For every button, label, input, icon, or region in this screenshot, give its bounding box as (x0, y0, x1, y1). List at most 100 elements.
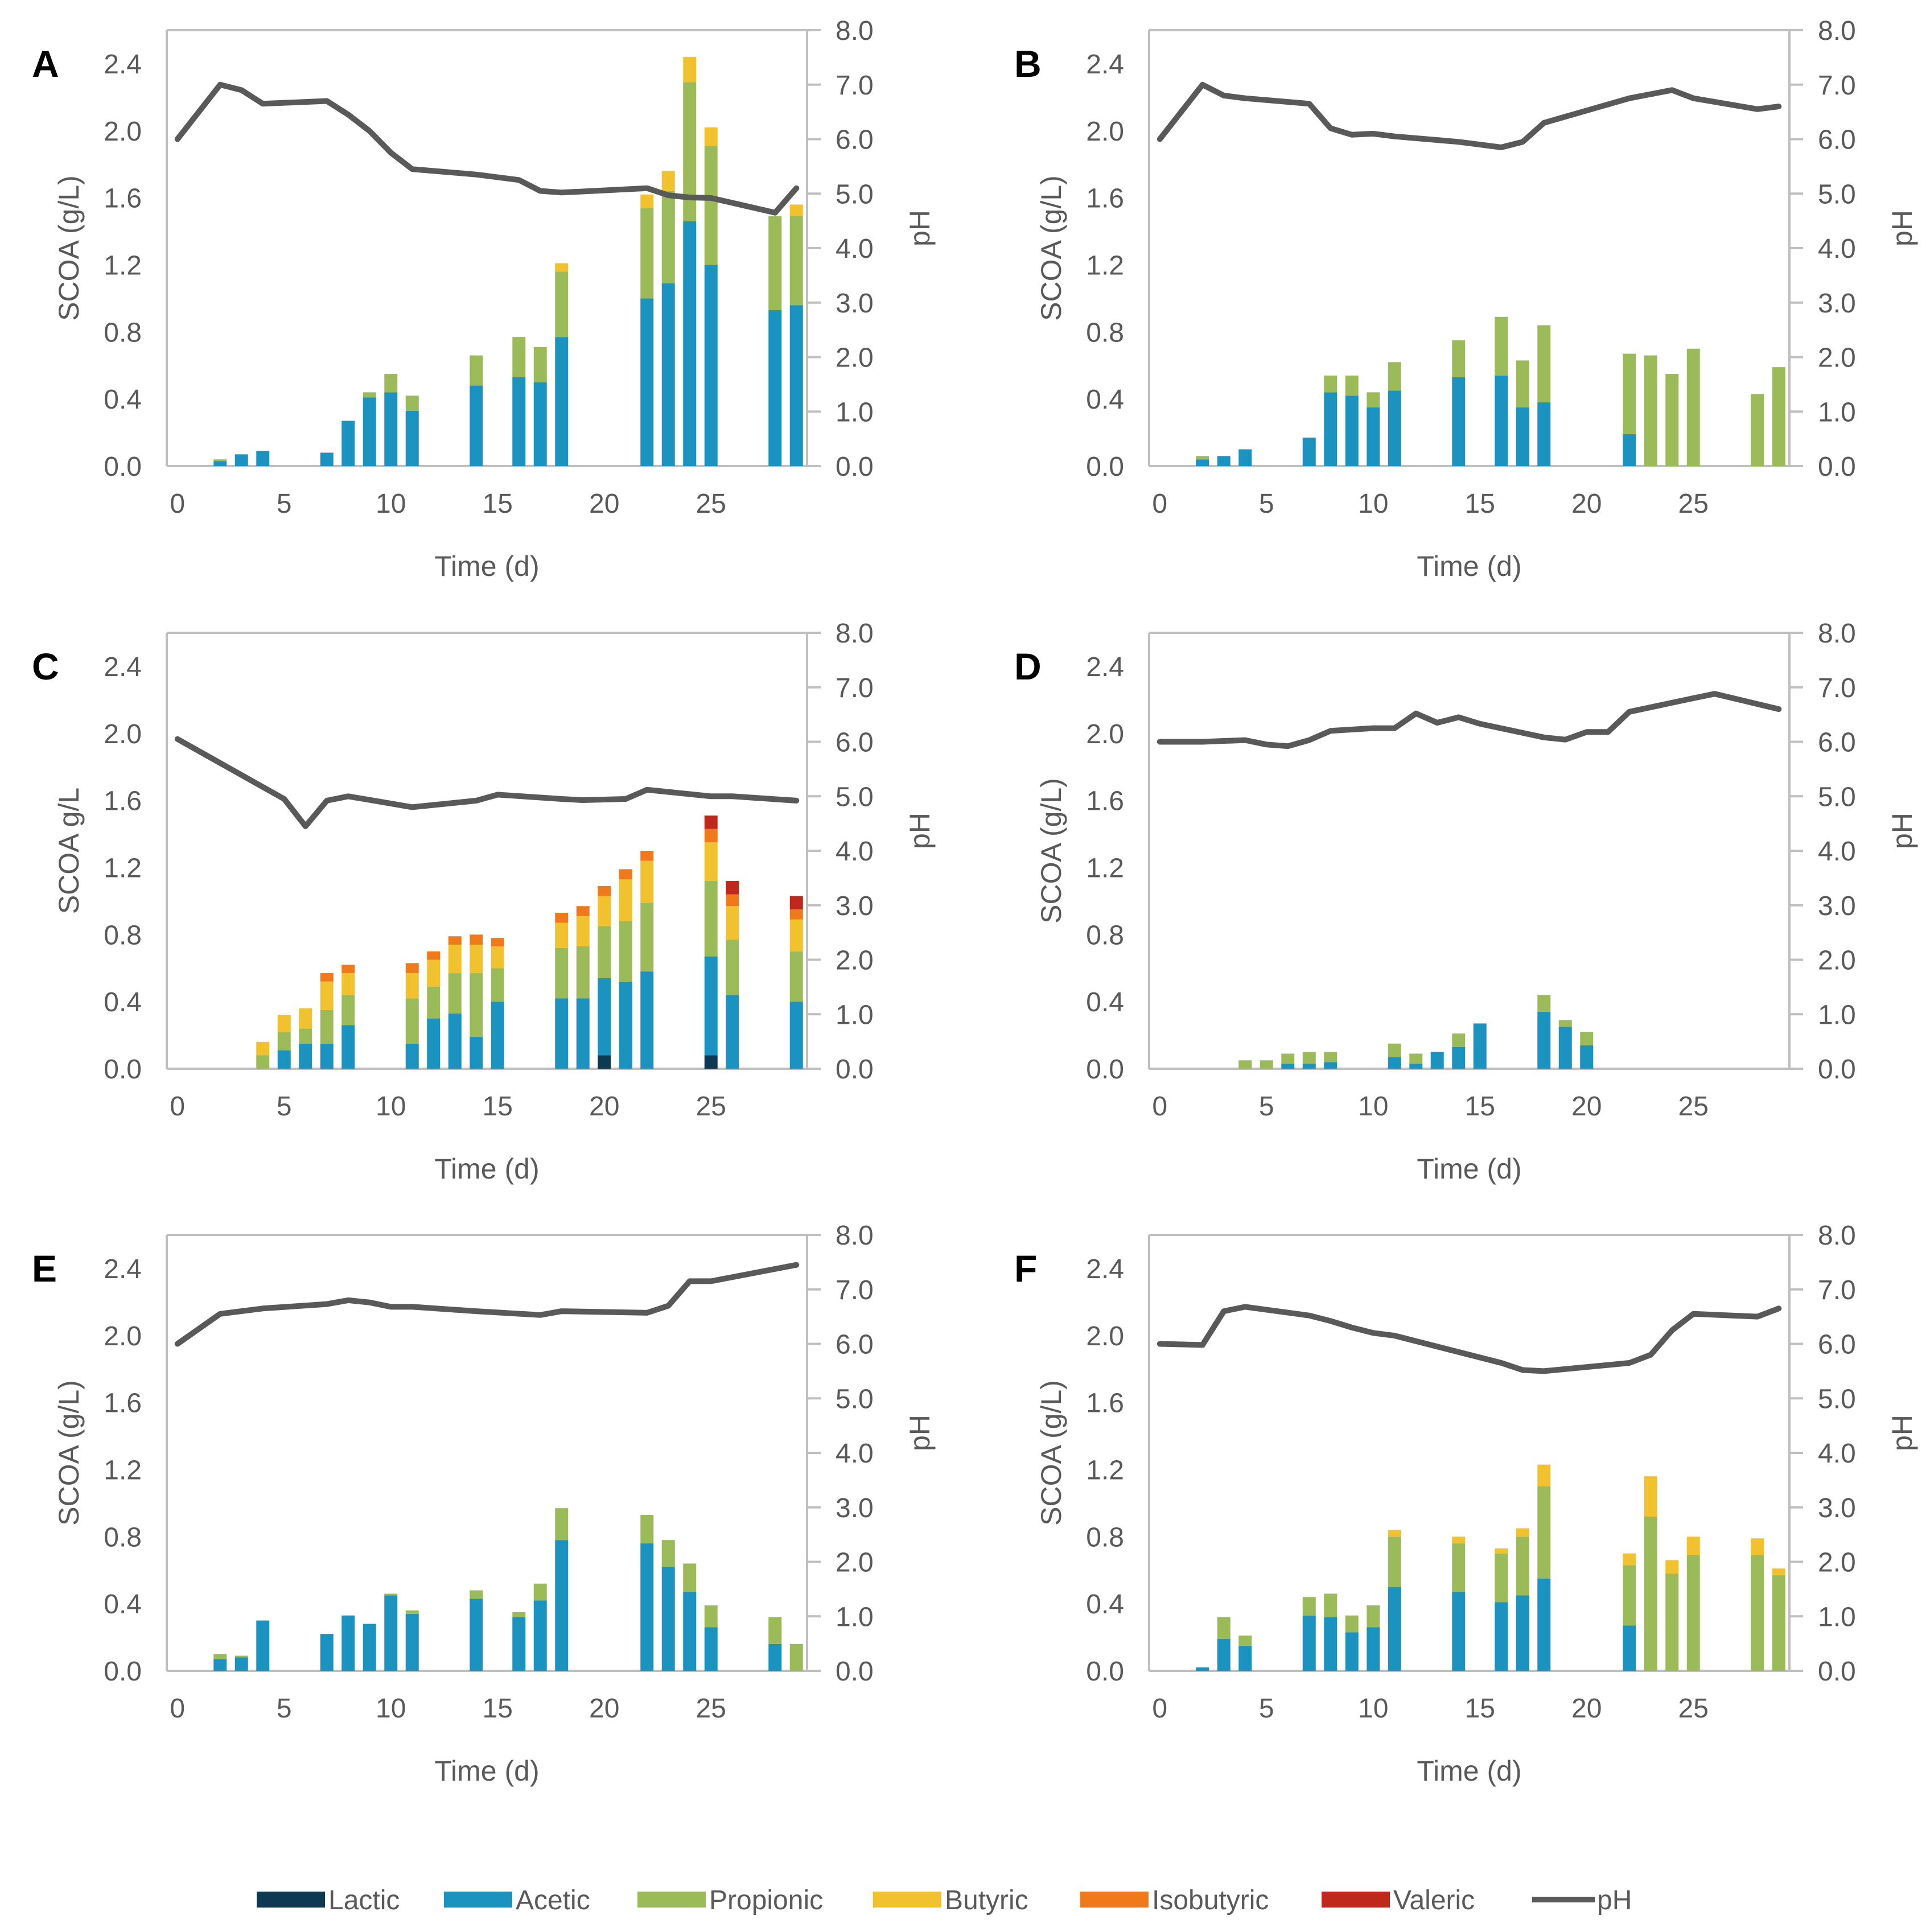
bar-acetic-day-24 (683, 221, 697, 466)
bar-acetic-day-2 (213, 461, 227, 466)
y2-tick-label: 3.0 (1818, 891, 1856, 921)
y-tick-label: 1.2 (1086, 250, 1124, 281)
bar-acetic-day-11 (405, 1043, 419, 1069)
x-tick-label: 5 (1259, 1694, 1274, 1724)
panel-f: 0.0 0.4 0.8 1.2 1.6 2.0 2.4 0.0 1.0 2.0 3.0 4.0 5.0 6… (1014, 1221, 1918, 1787)
bar-acetic-day-22 (1623, 1625, 1636, 1671)
bar-propionic-day-25 (704, 881, 718, 957)
bar-acetic-day-3 (1217, 456, 1231, 466)
y-tick-label: 2.4 (1086, 652, 1124, 682)
y2-tick-label: 1.0 (836, 1000, 874, 1030)
y2-tick-label: 2.0 (836, 946, 874, 976)
bar-butyric-day-4 (256, 1041, 270, 1056)
x-tick-label: 0 (1152, 1091, 1167, 1122)
x-axis-title: Time (d) (1417, 550, 1521, 582)
bar-propionic-day-24 (683, 1563, 697, 1592)
legend-label-acetic: Acetic (516, 1885, 590, 1915)
y2-tick-label: 6.0 (1818, 125, 1856, 155)
y2-axis-title: pH (1886, 210, 1918, 246)
bar-propionic-day-8 (1324, 1593, 1338, 1617)
bar-propionic-day-4 (1238, 1636, 1252, 1646)
bar-propionic-day-22 (640, 208, 654, 299)
legend-label-isobutyric: Isobutyric (1152, 1885, 1269, 1915)
bar-acetic-day-15 (1473, 1023, 1487, 1069)
bar-butyric-day-6 (299, 1008, 312, 1029)
bar-acetic-day-8 (1324, 392, 1338, 466)
y-tick-label: 0.0 (1086, 452, 1124, 482)
y2-tick-label: 6.0 (1818, 728, 1856, 758)
bar-acetic-day-24 (683, 1592, 697, 1671)
y-axis-title: SCOA g/L (53, 788, 85, 914)
y2-tick-label: 0.0 (836, 1657, 874, 1687)
x-tick-label: 25 (696, 1091, 726, 1122)
x-tick-label: 10 (376, 489, 406, 519)
bar-propionic-day-23 (661, 1540, 675, 1567)
y-tick-label: 0.8 (1086, 920, 1124, 950)
x-axis-title: Time (d) (434, 1755, 539, 1787)
bar-acetic-day-9 (1345, 396, 1359, 466)
bar-acetic-day-7 (320, 452, 334, 466)
panel-letter: D (1014, 645, 1042, 687)
bar-series (256, 815, 803, 1069)
x-tick-label: 25 (1678, 1091, 1709, 1122)
bar-propionic-day-25 (1686, 1555, 1700, 1671)
bar-isobutyric-day-26 (726, 894, 739, 907)
bar-propionic-day-11 (1388, 362, 1401, 391)
y2-tick-label: 2.0 (1818, 343, 1856, 373)
bar-propionic-day-19 (1558, 1020, 1572, 1027)
bar-acetic-day-14 (1452, 1047, 1466, 1069)
bar-acetic-day-4 (256, 451, 270, 466)
bar-propionic-day-17 (533, 347, 547, 382)
x-tick-label: 5 (277, 1694, 292, 1724)
y2-tick-label: 0.0 (1818, 1054, 1856, 1085)
y2-axis-title: pH (904, 1415, 936, 1451)
bar-butyric-day-5 (277, 1015, 291, 1032)
x-axis-title: Time (d) (434, 1153, 539, 1185)
bar-propionic-day-7 (320, 1010, 334, 1044)
ph-line (174, 736, 800, 829)
y-tick-label: 0.4 (1086, 1589, 1124, 1620)
legend-swatch-lactic (257, 1892, 325, 1908)
bar-propionic-day-13 (448, 973, 462, 1014)
y2-tick-label: 6.0 (1818, 1330, 1856, 1360)
bar-butyric-day-25 (1686, 1536, 1700, 1555)
bar-acetic-day-16 (1495, 1602, 1508, 1671)
y-tick-label: 0.8 (1086, 318, 1124, 348)
y2-tick-label: 0.0 (836, 1054, 874, 1085)
y-axis-title: SCOA (g/L) (1035, 175, 1067, 321)
y2-tick-label: 5.0 (1818, 1384, 1856, 1414)
y2-tick-label: 4.0 (1818, 234, 1856, 264)
bar-butyric-day-25 (704, 842, 718, 881)
bar-acetic-day-14 (470, 1037, 483, 1069)
y-tick-label: 0.8 (104, 318, 142, 348)
bar-propionic-day-6 (1281, 1053, 1295, 1064)
y-axis-title: SCOA (g/L) (1035, 1380, 1067, 1526)
bar-butyric-day-22 (640, 860, 654, 903)
bar-propionic-day-28 (768, 1617, 782, 1644)
bar-propionic-day-24 (1665, 1573, 1679, 1671)
bar-acetic-day-7 (320, 1634, 334, 1671)
bar-acetic-day-20 (598, 978, 611, 1056)
y2-axis-title: pH (904, 210, 936, 246)
y-tick-label: 2.4 (1086, 50, 1124, 80)
x-tick-label: 15 (1465, 1091, 1495, 1122)
x-tick-label: 0 (170, 1091, 185, 1122)
bar-acetic-day-17 (1516, 407, 1529, 466)
bar-propionic-day-22 (640, 903, 654, 972)
y2-tick-label: 7.0 (836, 71, 874, 101)
bar-propionic-day-18 (1537, 325, 1551, 403)
y-tick-label: 1.6 (104, 786, 142, 817)
legend-swatch-butyric (873, 1892, 941, 1908)
x-axis-title: Time (d) (1417, 1755, 1521, 1787)
y-tick-label: 0.0 (104, 1054, 142, 1085)
y-tick-label: 2.0 (1086, 117, 1124, 147)
y-tick-label: 2.0 (104, 1321, 142, 1352)
bar-propionic-day-24 (1665, 373, 1679, 466)
y2-tick-label: 1.0 (1818, 1000, 1856, 1030)
bar-acetic-day-2 (1196, 459, 1209, 466)
panel-letter: A (32, 43, 59, 85)
bar-acetic-day-22 (1623, 434, 1636, 466)
bar-propionic-day-16 (512, 337, 526, 377)
y-tick-label: 0.0 (104, 1657, 142, 1687)
bar-acetic-day-16 (512, 377, 526, 466)
